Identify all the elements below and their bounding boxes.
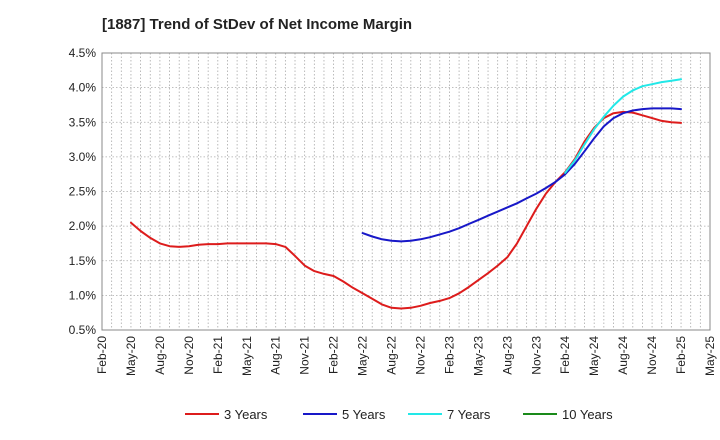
grid-lines [102,53,710,330]
y-tick-label: 1.5% [69,254,97,268]
x-tick-label: Nov-22 [413,336,427,375]
legend-label: 3 Years [224,407,268,422]
legend-label: 10 Years [562,407,613,422]
x-tick-label: Aug-20 [153,336,167,375]
x-axis-ticks: Feb-20 May-20 Aug-20 Nov-20 Feb-21 May-21 Aug-… [95,336,717,376]
x-tick-label: May-21 [240,336,254,376]
chart-title: [1887] Trend of StDev of Net Income Marg… [102,16,413,33]
x-tick-label: Nov-23 [529,336,543,375]
legend: 3 Years 5 Years 7 Years 10 Years [185,407,613,422]
x-tick-label: Nov-20 [182,336,196,375]
plot-area [102,53,710,330]
plot-frame [101,52,711,331]
x-tick-label: Feb-22 [327,336,341,374]
x-tick-label: May-23 [471,336,485,376]
x-tick-label: May-22 [356,336,370,376]
series-line-7-years [564,78,682,174]
x-tick-label: Nov-24 [645,336,659,375]
y-tick-label: 1.0% [69,288,97,302]
x-tick-label: May-20 [124,336,138,376]
y-tick-label: 4.5% [69,46,97,60]
x-tick-label: Feb-24 [558,336,572,374]
x-tick-label: Aug-24 [616,336,630,375]
x-tick-label: May-25 [703,336,717,376]
y-tick-label: 4.0% [69,81,97,95]
legend-label: 5 Years [342,407,386,422]
y-tick-label: 3.5% [69,115,97,129]
x-tick-label: Feb-21 [211,336,225,374]
x-tick-label: Feb-20 [95,336,109,374]
x-tick-label: Aug-21 [269,336,283,375]
series-line-5-years [361,107,682,243]
y-axis-ticks: 0.5% 1.0% 1.5% 2.0% 2.5% 3.0% 3.5% 4.0% 4.5% [69,46,97,337]
x-tick-label: Feb-25 [674,336,688,374]
x-tick-label: Aug-22 [385,336,399,375]
x-tick-label: Nov-21 [298,336,312,375]
y-tick-label: 2.0% [69,219,97,233]
x-tick-label: May-24 [587,336,601,376]
series-lines [130,78,682,310]
legend-label: 7 Years [447,407,491,422]
x-tick-label: Aug-23 [500,336,514,375]
y-tick-label: 3.0% [69,150,97,164]
x-tick-label: Feb-23 [442,336,456,374]
y-tick-label: 0.5% [69,323,97,337]
series-line-3-years [130,110,682,310]
y-tick-label: 2.5% [69,185,97,199]
